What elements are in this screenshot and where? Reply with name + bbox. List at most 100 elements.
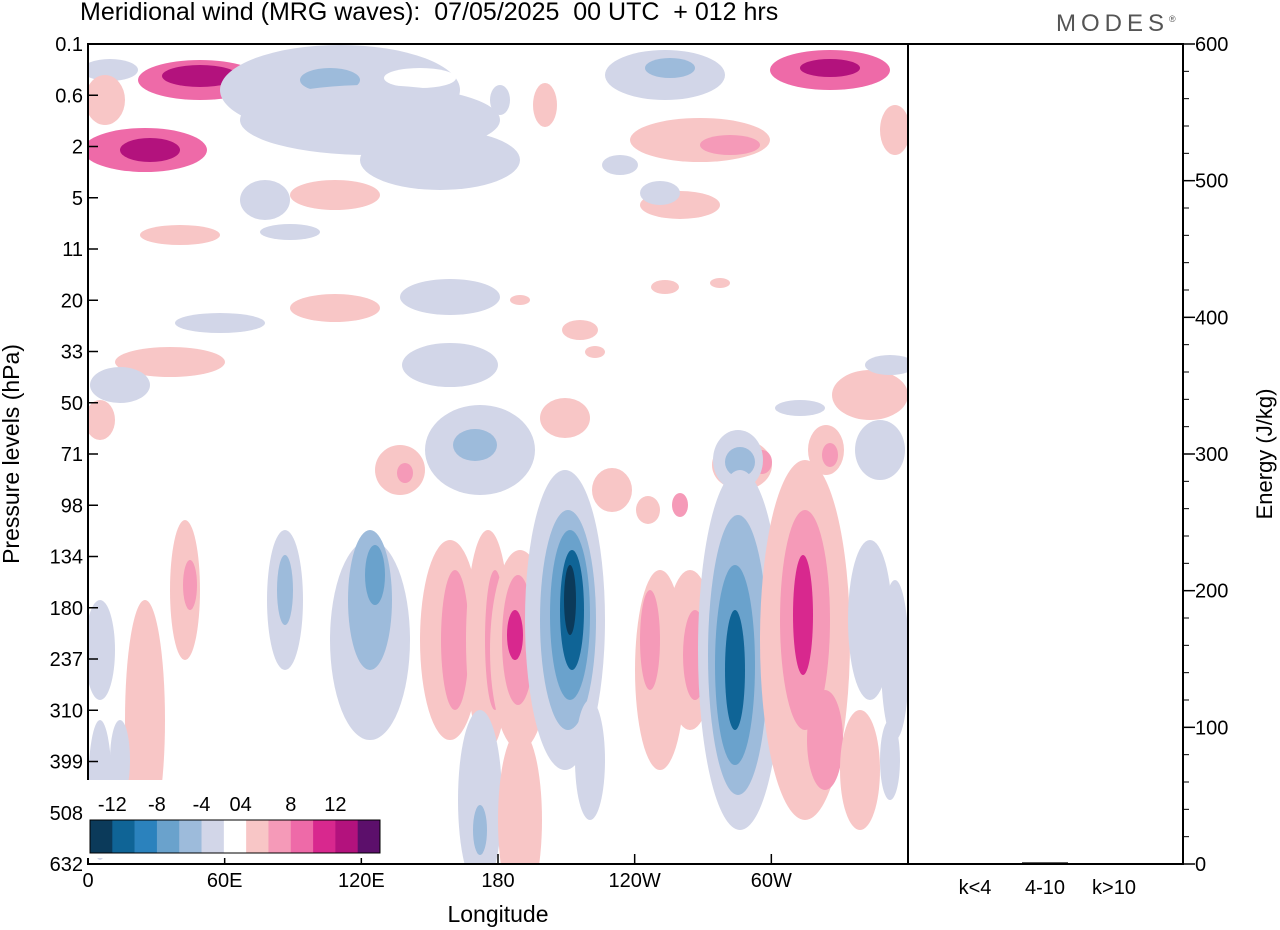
colorbar-tick-label: 4: [241, 794, 252, 816]
x-axis-label: Longitude: [447, 901, 548, 927]
colorbar: -12 -8 -4 0 4 8 12: [86, 780, 384, 858]
wind-contour: [290, 180, 380, 210]
colorbar-frame: [89, 819, 381, 854]
y-axis: 0.1 0.6 2 5 11 20 33 50 71 98 134 180 237 310 399 508 63…: [50, 34, 98, 876]
wind-contour: [473, 805, 487, 855]
wind-contour: [290, 294, 380, 322]
colorbar-swatch: [156, 820, 180, 853]
wind-contour: [240, 180, 290, 220]
x-tick-label: 120W: [609, 870, 661, 892]
brand-text: MODES: [1056, 10, 1170, 37]
colorbar-swatch: [268, 820, 292, 853]
wind-contour: [645, 58, 695, 78]
wind-contour: [880, 720, 900, 800]
wind-contour: [564, 565, 576, 635]
wind-contour: [672, 493, 688, 517]
energy-tick-label: 400: [1195, 307, 1228, 329]
energy-tick-label: 0: [1195, 854, 1206, 876]
wind-contour: [562, 320, 598, 340]
wind-contour: [183, 560, 197, 610]
x-tick-label: 120E: [338, 870, 385, 892]
wind-contour: [651, 280, 679, 294]
y-tick-label: 0.6: [55, 85, 83, 107]
y-tick-label: 508: [50, 803, 83, 825]
y-tick-label: 2: [72, 137, 83, 159]
registered-mark: ®: [1169, 14, 1176, 24]
wind-field: [88, 45, 908, 864]
y-tick-label: 310: [50, 700, 83, 722]
y-tick-label: 50: [61, 393, 83, 415]
colorbar-swatch: [134, 820, 158, 853]
wind-contour: [533, 83, 557, 127]
energy-frame: [907, 43, 1184, 865]
wind-contour: [592, 468, 632, 512]
y-tick-label: 20: [61, 290, 83, 312]
y-tick-label: 33: [61, 342, 83, 364]
wind-contour: [510, 295, 530, 305]
colorbar-tick-label: 8: [285, 794, 296, 816]
colorbar-tick-label: -8: [148, 794, 166, 816]
colorbar-swatch: [246, 820, 269, 853]
energy-bar: [952, 863, 998, 865]
wind-contour: [498, 730, 542, 864]
energy-tick-label: 200: [1195, 581, 1228, 603]
wind-contour: [880, 105, 908, 155]
energy-bar: [1022, 862, 1068, 864]
colorbar-swatch: [335, 820, 358, 853]
y-tick-label: 632: [50, 854, 83, 876]
wind-contour: [855, 420, 905, 480]
wind-contour: [120, 138, 180, 162]
y-tick-label: 134: [50, 547, 83, 569]
colorbar-swatch: [313, 820, 336, 853]
wind-contour: [832, 370, 908, 420]
x-axis: 0 60E 120E 180 120W 60W: [82, 854, 792, 892]
wind-contour: [90, 367, 150, 403]
wind-contour: [88, 59, 138, 81]
colorbar-swatch: [90, 820, 113, 853]
wind-contour: [365, 545, 385, 605]
colorbar-tick-label: -12: [98, 794, 127, 816]
wind-contour: [402, 343, 498, 387]
wind-contour: [775, 400, 825, 416]
energy-category-label: k<4: [959, 877, 992, 899]
wind-contour: [260, 224, 320, 240]
wind-contour: [807, 690, 843, 790]
wind-contour: [793, 555, 813, 675]
wind-contour: [636, 496, 660, 524]
wind-contour: [840, 710, 880, 830]
wind-contour: [800, 59, 860, 77]
energy-tick-label: 600: [1195, 34, 1228, 56]
wind-contour: [88, 400, 115, 440]
y-tick-label: 399: [50, 752, 83, 774]
wind-contour: [453, 429, 497, 461]
colorbar-swatch: [290, 820, 314, 853]
wind-contour: [710, 278, 730, 288]
wind-contour: [400, 279, 500, 315]
wind-contour: [725, 610, 745, 730]
wind-contour: [540, 398, 590, 438]
wind-contour: [441, 570, 469, 710]
wind-contour: [640, 590, 660, 690]
x-tick-label: 180: [481, 870, 514, 892]
y-axis-label: Pressure levels (hPa): [0, 344, 24, 564]
wind-contour: [700, 135, 760, 155]
energy-axis-label: Energy (J/kg): [1252, 389, 1277, 520]
y-tick-label: 71: [61, 444, 83, 466]
y-tick-label: 237: [50, 649, 83, 671]
wind-contour: [88, 600, 115, 700]
energy-panel: 0 100 200 300 400 500 600 k<4 4-10 k>10: [907, 34, 1228, 899]
y-tick-label: 98: [61, 495, 83, 517]
colorbar-swatch: [179, 820, 202, 853]
energy-tick-label: 500: [1195, 171, 1228, 193]
wind-contour: [397, 463, 413, 483]
wind-contour: [115, 347, 225, 377]
wind-contour: [865, 355, 908, 375]
colorbar-tick-label: -4: [193, 794, 211, 816]
brand-logo: MODES®: [1056, 10, 1176, 38]
y-tick-label: 11: [62, 239, 83, 261]
chart-title: Meridional wind (MRG waves): 07/05/2025 …: [80, 0, 779, 26]
energy-tick-label: 300: [1195, 444, 1228, 466]
colorbar-swatch: [201, 820, 225, 853]
energy-tick-label: 100: [1195, 717, 1228, 739]
y-tick-label: 0.1: [55, 34, 83, 56]
